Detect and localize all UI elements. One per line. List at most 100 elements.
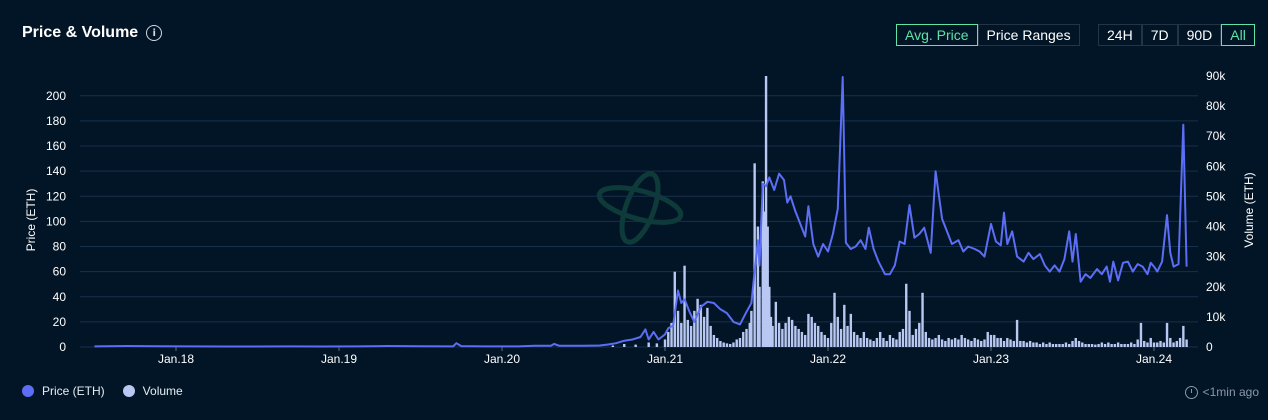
volume-bar[interactable] xyxy=(908,310,911,347)
volume-bar[interactable] xyxy=(1139,322,1143,347)
volume-bar[interactable] xyxy=(888,334,892,347)
volume-bar[interactable] xyxy=(745,328,748,347)
volume-bar[interactable] xyxy=(905,283,908,347)
volume-bar[interactable] xyxy=(764,76,768,347)
volume-bar[interactable] xyxy=(667,331,670,347)
tab-all[interactable]: All xyxy=(1221,24,1255,46)
volume-bar[interactable] xyxy=(1006,337,1009,347)
volume-bar[interactable] xyxy=(970,340,973,347)
volume-bar[interactable] xyxy=(784,322,787,347)
volume-bar[interactable] xyxy=(950,339,954,347)
volume-bar[interactable] xyxy=(1146,342,1149,347)
volume-bar[interactable] xyxy=(663,339,667,347)
volume-bar[interactable] xyxy=(753,163,756,347)
volume-bar[interactable] xyxy=(1084,343,1087,347)
volume-bar[interactable] xyxy=(689,325,693,347)
volume-bar[interactable] xyxy=(817,325,820,347)
volume-bar[interactable] xyxy=(729,343,732,347)
volume-bar[interactable] xyxy=(1028,340,1032,347)
volume-bar[interactable] xyxy=(1162,342,1165,347)
volume-bar[interactable] xyxy=(1129,342,1133,347)
volume-bar[interactable] xyxy=(1116,342,1120,347)
volume-bar[interactable] xyxy=(878,331,882,347)
volume-bar[interactable] xyxy=(702,316,706,347)
volume-bar[interactable] xyxy=(1051,343,1055,347)
volume-bar[interactable] xyxy=(865,337,869,347)
volume-bar[interactable] xyxy=(803,334,807,347)
volume-bar[interactable] xyxy=(800,331,804,347)
volume-bar[interactable] xyxy=(999,337,1002,347)
volume-bar[interactable] xyxy=(983,339,986,347)
volume-bar[interactable] xyxy=(634,344,637,347)
price-line[interactable] xyxy=(94,76,1188,348)
volume-bar[interactable] xyxy=(898,331,901,347)
volume-bar[interactable] xyxy=(1061,343,1064,347)
volume-bar[interactable] xyxy=(859,337,862,347)
volume-bar[interactable] xyxy=(1159,340,1162,347)
volume-bar[interactable] xyxy=(787,316,791,347)
volume-bar[interactable] xyxy=(722,342,725,347)
volume-bar[interactable] xyxy=(1113,343,1117,347)
volume-bar[interactable] xyxy=(766,226,769,347)
tab-price-ranges[interactable]: Price Ranges xyxy=(977,24,1080,46)
volume-bar[interactable] xyxy=(1002,340,1006,347)
volume-bar[interactable] xyxy=(763,211,766,348)
volume-bar[interactable] xyxy=(1032,342,1035,347)
volume-bar[interactable] xyxy=(719,340,722,347)
volume-bar[interactable] xyxy=(924,331,927,347)
volume-bar[interactable] xyxy=(715,337,719,347)
volume-bar[interactable] xyxy=(1178,337,1182,347)
volume-bar[interactable] xyxy=(683,265,686,347)
volume-bar[interactable] xyxy=(735,339,738,347)
volume-bar[interactable] xyxy=(670,322,673,347)
volume-bar[interactable] xyxy=(750,310,753,347)
volume-bar[interactable] xyxy=(1136,339,1139,347)
volume-bar[interactable] xyxy=(1185,339,1188,347)
volume-bar[interactable] xyxy=(1152,342,1156,347)
volume-bar[interactable] xyxy=(807,313,810,347)
volume-bar[interactable] xyxy=(1038,343,1042,347)
volume-bar[interactable] xyxy=(742,331,745,347)
volume-bar[interactable] xyxy=(1126,343,1130,347)
volume-bar[interactable] xyxy=(862,331,866,347)
info-icon[interactable]: i xyxy=(146,25,163,41)
volume-bar[interactable] xyxy=(623,343,626,347)
tab-7d[interactable]: 7D xyxy=(1141,24,1178,46)
volume-bar[interactable] xyxy=(856,334,859,347)
volume-bar[interactable] xyxy=(1041,342,1045,347)
volume-bar[interactable] xyxy=(693,310,696,347)
volume-bar[interactable] xyxy=(712,334,716,347)
volume-bar[interactable] xyxy=(794,325,797,347)
volume-bar[interactable] xyxy=(1071,340,1074,347)
volume-bar[interactable] xyxy=(869,339,872,347)
volume-bar[interactable] xyxy=(611,345,615,347)
volume-bar[interactable] xyxy=(944,340,947,347)
volume-bar[interactable] xyxy=(911,334,914,347)
volume-bar[interactable] xyxy=(1100,342,1104,347)
volume-bar[interactable] xyxy=(1172,342,1175,347)
volume-bar[interactable] xyxy=(947,337,950,347)
volume-bar[interactable] xyxy=(781,328,784,347)
volume-bar[interactable] xyxy=(872,340,875,347)
volume-bar[interactable] xyxy=(756,226,760,347)
volume-bar[interactable] xyxy=(1055,343,1058,347)
legend-item-price[interactable]: Price (ETH) xyxy=(22,384,105,398)
volume-bar[interactable] xyxy=(738,337,742,347)
volume-bar[interactable] xyxy=(1074,337,1077,347)
volume-bar[interactable] xyxy=(1156,342,1159,347)
volume-bar[interactable] xyxy=(699,304,703,347)
tab-24h[interactable]: 24H xyxy=(1098,24,1142,46)
tab-90d[interactable]: 90D xyxy=(1177,24,1222,46)
volume-bar[interactable] xyxy=(1090,343,1094,347)
volume-bar[interactable] xyxy=(953,337,957,347)
volume-bar[interactable] xyxy=(1009,339,1012,347)
volume-bar[interactable] xyxy=(986,331,989,347)
volume-bar[interactable] xyxy=(771,325,774,347)
volume-bar[interactable] xyxy=(696,298,699,347)
volume-bar[interactable] xyxy=(769,316,773,347)
volume-bar[interactable] xyxy=(1068,343,1071,347)
volume-bar[interactable] xyxy=(826,337,830,347)
volume-bar[interactable] xyxy=(1045,343,1048,347)
volume-bar[interactable] xyxy=(676,310,680,347)
volume-bar[interactable] xyxy=(686,319,690,347)
